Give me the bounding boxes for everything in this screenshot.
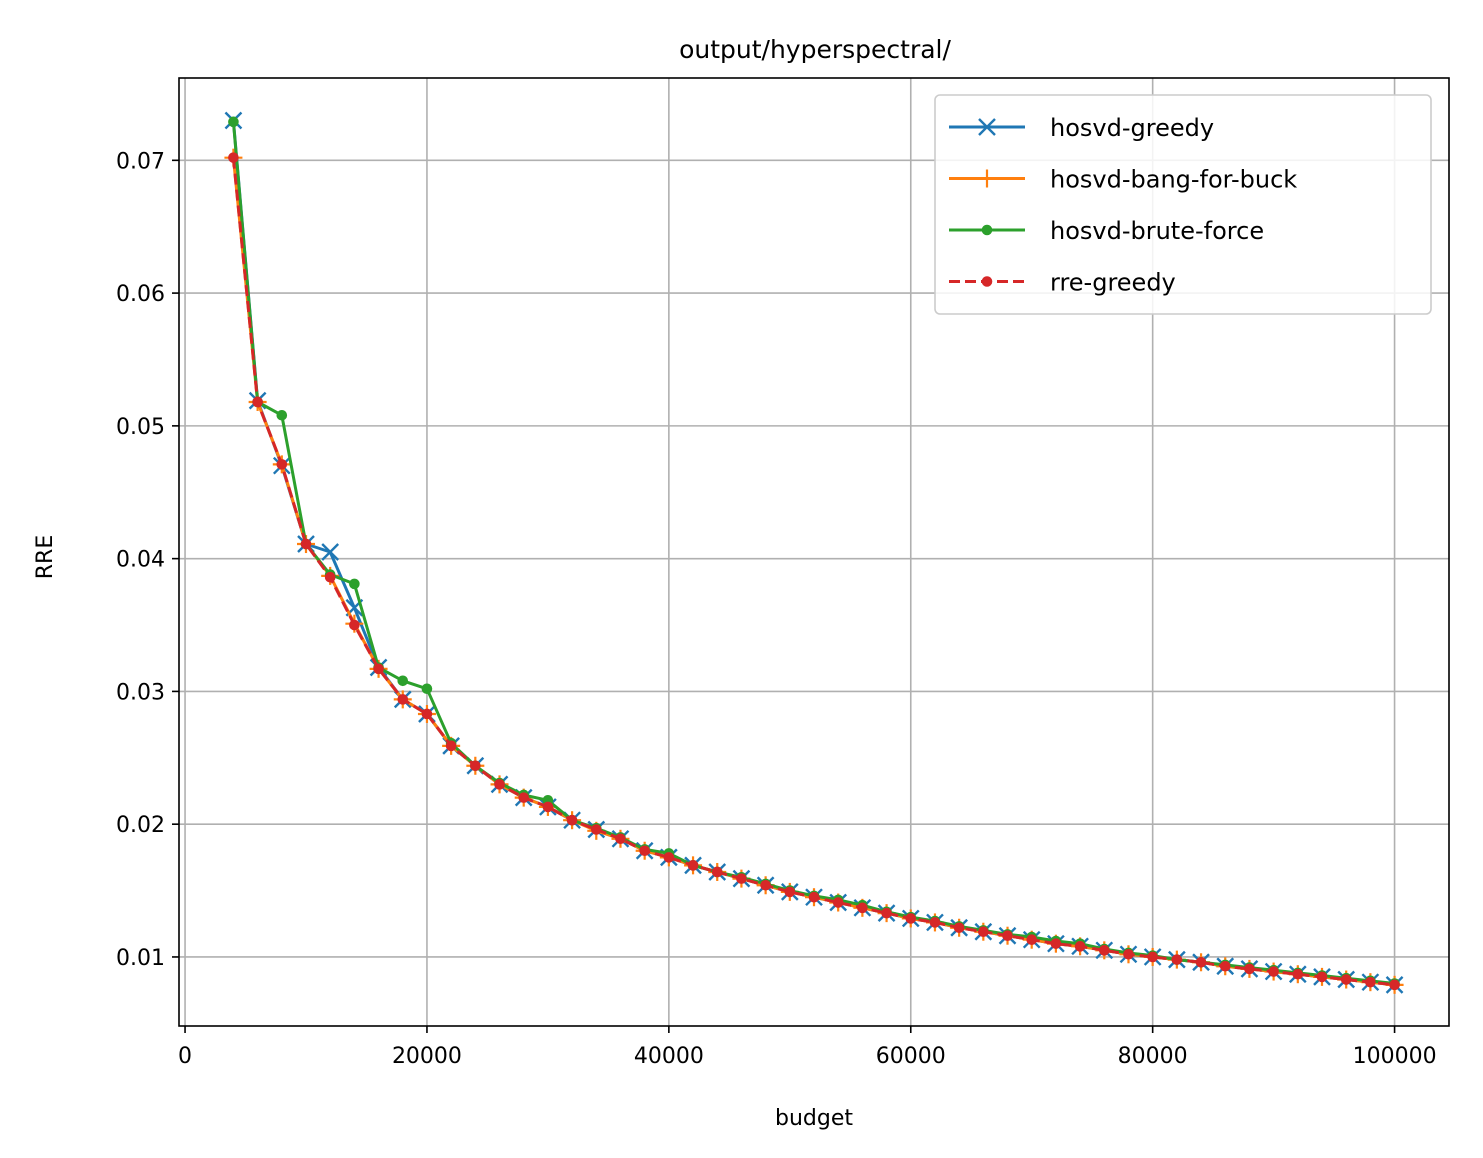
data-point-rre-greedy [1268, 966, 1279, 977]
data-point-rre-greedy [1074, 941, 1086, 952]
data-point-rre-greedy [300, 538, 312, 550]
y-tick-label: 0.03 [116, 680, 165, 705]
data-point-rre-greedy [905, 913, 917, 924]
data-point-rre-greedy [760, 879, 771, 891]
data-point-rre-greedy [1026, 934, 1038, 945]
data-point-rre-greedy [470, 760, 481, 772]
data-point-rre-greedy [252, 396, 263, 408]
data-point-rre-greedy [711, 866, 723, 878]
x-tick-label: 60000 [876, 1044, 946, 1069]
data-point-rre-greedy [1219, 960, 1231, 972]
data-point-rre-greedy [615, 833, 626, 845]
data-point-rre-greedy [687, 860, 699, 871]
legend-marker [978, 118, 996, 136]
x-axis-label: budget [775, 1106, 853, 1131]
data-point-rre-greedy [349, 619, 360, 631]
data-point-rre-greedy [228, 152, 239, 163]
legend-label: hosvd-greedy [1050, 114, 1214, 142]
data-point-hosvd-brute-force [397, 675, 409, 687]
data-point-rre-greedy [881, 907, 892, 919]
x-tick-label: 100000 [1353, 1044, 1437, 1069]
legend-label: hosvd-bang-for-buck [1050, 166, 1297, 194]
data-point-rre-greedy [953, 922, 965, 934]
data-point-rre-greedy [1292, 968, 1304, 980]
y-tick-label: 0.07 [116, 149, 165, 174]
data-point-rre-greedy [518, 792, 530, 803]
legend-marker-stroke [978, 118, 996, 136]
data-point-rre-greedy [663, 852, 675, 863]
data-point-rre-greedy [276, 459, 288, 470]
data-point-hosvd-brute-force [349, 578, 360, 590]
data-point-hosvd-brute-force [421, 683, 433, 695]
x-tick-label: 80000 [1118, 1044, 1188, 1069]
data-point-rre-greedy [1195, 956, 1207, 968]
x-tick-label: 0 [178, 1044, 192, 1069]
data-point-rre-greedy [1365, 976, 1376, 988]
legend-label: rre-greedy [1050, 269, 1176, 297]
data-point-rre-greedy [1002, 930, 1013, 942]
legend-marker [978, 169, 996, 188]
data-point-rre-greedy [736, 873, 747, 884]
data-point-rre-greedy [639, 845, 650, 857]
y-axis-label: RRE [33, 535, 58, 579]
y-tick-label: 0.05 [116, 415, 165, 440]
series-layer [224, 111, 1404, 994]
legend-item-rre-greedy: rre-greedy [949, 269, 1176, 297]
data-point-hosvd-greedy [321, 543, 340, 561]
data-point-rre-greedy [590, 824, 602, 835]
data-point-rre-greedy [1244, 963, 1255, 975]
data-point-rre-greedy [1389, 979, 1400, 991]
data-point-rre-greedy [1098, 945, 1110, 956]
data-point-rre-greedy [978, 926, 989, 938]
y-tick-label: 0.02 [116, 813, 165, 838]
x-tick-label: 20000 [392, 1044, 462, 1069]
data-point-hosvd-greedy-stroke [321, 543, 340, 561]
chart-title: output/hyperspectral/ [679, 35, 951, 64]
data-point-rre-greedy [1123, 949, 1134, 960]
legend-marker [981, 224, 993, 236]
data-point-rre-greedy [397, 694, 409, 705]
grid-lines [179, 78, 1449, 1026]
data-point-rre-greedy [1147, 951, 1158, 963]
data-point-rre-greedy [857, 902, 868, 914]
series-rre-greedy [228, 152, 1400, 991]
data-point-rre-greedy [494, 779, 505, 790]
legend-item-hosvd-bang-for-buck: hosvd-bang-for-buck [949, 166, 1297, 194]
legend-marker [981, 276, 993, 287]
legend-box [934, 94, 1432, 315]
data-point-rre-greedy [1050, 938, 1062, 949]
y-tick-label: 0.06 [116, 282, 165, 307]
data-point-rre-greedy [808, 891, 820, 903]
legend-item-hosvd-brute-force: hosvd-brute-force [949, 217, 1264, 245]
plot-frame [178, 77, 1450, 1027]
data-point-rre-greedy [542, 801, 554, 813]
data-point-rre-greedy [784, 886, 796, 898]
data-point-rre-greedy [566, 814, 578, 826]
data-point-rre-greedy [832, 897, 844, 908]
data-point-rre-greedy [324, 571, 336, 583]
data-point-hosvd-brute-force [228, 116, 239, 128]
y-tick-label: 0.01 [116, 946, 165, 971]
legend-label: hosvd-brute-force [1050, 217, 1264, 245]
data-point-rre-greedy [1340, 974, 1352, 985]
data-point-rre-greedy [373, 663, 384, 675]
legend-item-hosvd-greedy: hosvd-greedy [949, 114, 1214, 142]
data-point-hosvd-brute-force [276, 409, 288, 421]
data-point-rre-greedy [929, 917, 941, 928]
axis-ticks: 0 20000 40000 60000 80000 100000 0.01 0.02 0.03 0… [116, 149, 1437, 1069]
data-point-rre-greedy [1316, 971, 1328, 983]
x-tick-label: 40000 [634, 1044, 704, 1069]
data-point-rre-greedy [445, 740, 457, 752]
data-point-rre-greedy [421, 708, 433, 720]
data-point-rre-greedy [1171, 954, 1183, 965]
y-tick-label: 0.04 [116, 548, 165, 573]
legend: hosvd-greedy hosvd-bang-for-buck hosvd-bru… [934, 94, 1432, 315]
